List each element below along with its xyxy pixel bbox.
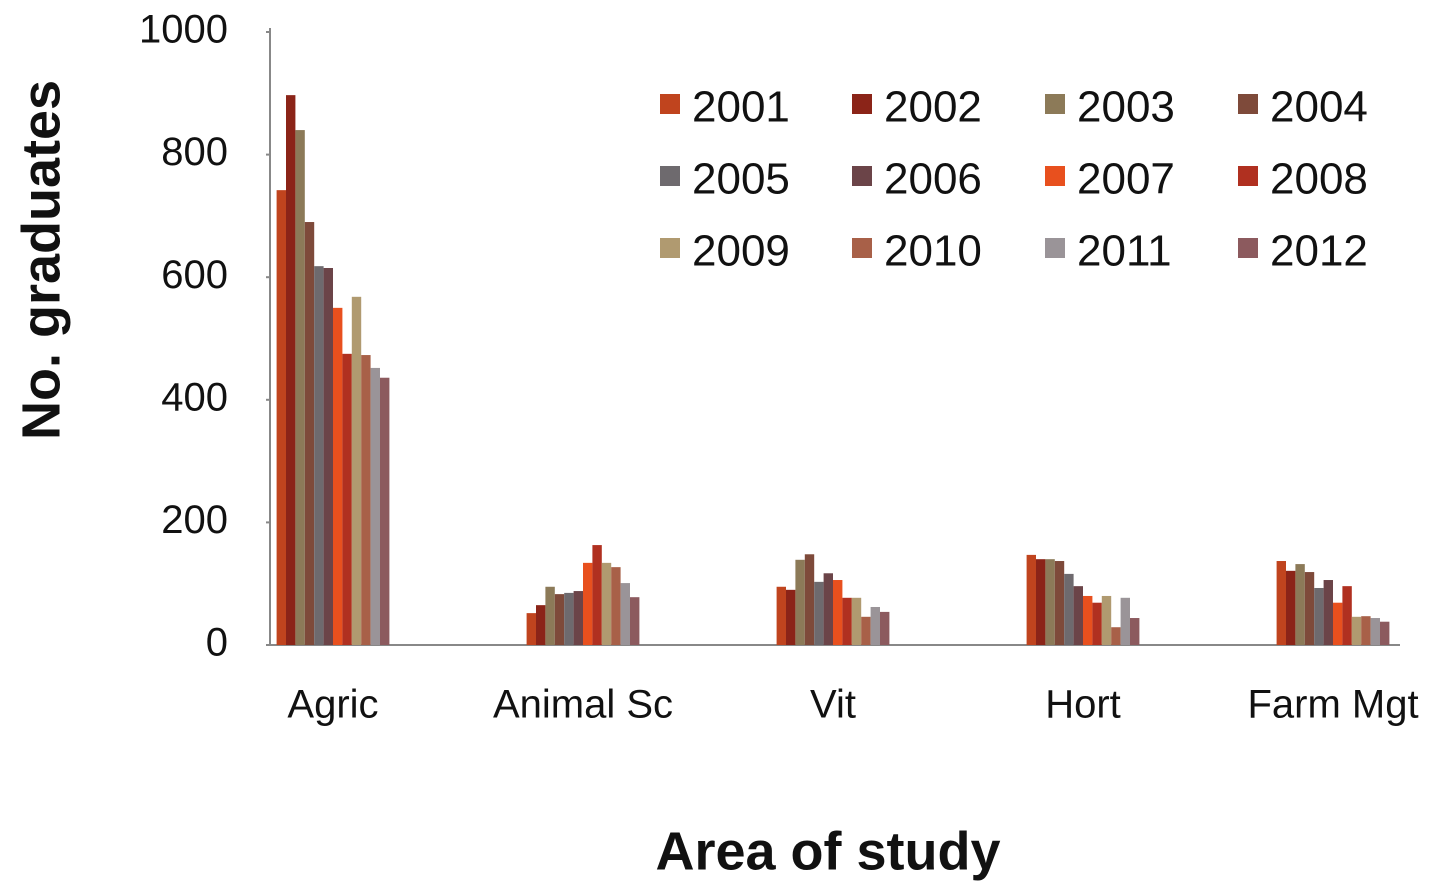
- bar: [795, 559, 805, 645]
- legend-label: 2006: [884, 155, 982, 204]
- bar: [851, 597, 862, 645]
- x-tick-label: Hort: [1045, 683, 1121, 727]
- bar: [1314, 587, 1324, 645]
- bar: [1380, 621, 1390, 645]
- y-tick-label: 400: [161, 375, 228, 419]
- legend-swatch: [1045, 166, 1065, 186]
- bar: [276, 190, 286, 646]
- bar: [1026, 554, 1036, 645]
- bar: [823, 573, 833, 645]
- bar: [804, 554, 815, 645]
- bar: [351, 296, 362, 645]
- bar: [314, 266, 324, 645]
- bar: [1083, 595, 1093, 645]
- bar: [286, 95, 296, 646]
- bar: [1092, 602, 1102, 645]
- bar: [342, 353, 352, 645]
- bar: [870, 606, 880, 645]
- bar: [573, 591, 583, 645]
- legend-label: 2003: [1077, 83, 1175, 132]
- legend-swatch: [1045, 94, 1065, 114]
- bar: [295, 130, 305, 645]
- bar: [545, 586, 555, 645]
- bar: [583, 562, 593, 645]
- x-tick-label: Farm Mgt: [1247, 683, 1418, 727]
- legend-swatch: [1238, 166, 1258, 186]
- legend-label: 2012: [1270, 227, 1368, 276]
- legend-swatch: [660, 94, 680, 114]
- bar: [361, 355, 371, 645]
- bar: [1036, 559, 1046, 645]
- bar: [536, 605, 546, 645]
- y-tick-label: 800: [161, 130, 228, 174]
- bar: [380, 377, 390, 645]
- legend-swatch: [660, 166, 680, 186]
- legend-swatch: [1238, 94, 1258, 114]
- bar: [1333, 602, 1343, 645]
- legend-swatch: [660, 238, 680, 258]
- y-tick-label: 200: [161, 498, 228, 542]
- bar: [1361, 616, 1371, 645]
- bar: [833, 580, 843, 645]
- legend-label: 2005: [692, 155, 790, 204]
- bar: [880, 611, 890, 645]
- bar: [1101, 595, 1112, 645]
- y-tick-label: 600: [161, 253, 228, 297]
- bar: [1370, 618, 1380, 645]
- bar: [1130, 618, 1140, 645]
- x-tick-label: Agric: [287, 683, 378, 727]
- bar: [814, 581, 824, 645]
- y-tick-label: 0: [206, 621, 228, 665]
- bar: [1111, 627, 1121, 645]
- bar: [1276, 561, 1286, 645]
- bar: [1342, 586, 1352, 645]
- bar: [304, 222, 315, 645]
- x-tick-label: Vit: [810, 683, 856, 727]
- x-axis-title: Area of study: [655, 821, 1000, 881]
- bar: [601, 562, 612, 645]
- bar: [370, 367, 380, 645]
- bar: [630, 597, 640, 645]
- bar: [861, 616, 871, 645]
- bar: [554, 594, 565, 645]
- bar: [786, 589, 796, 645]
- bar: [620, 583, 630, 645]
- bar: [611, 567, 621, 645]
- bar: [564, 592, 574, 645]
- legend-label: 2007: [1077, 155, 1175, 204]
- bar: [1295, 564, 1305, 645]
- legend-swatch: [1045, 238, 1065, 258]
- bar: [526, 613, 536, 645]
- bar: [842, 597, 852, 645]
- legend-label: 2001: [692, 83, 790, 132]
- x-tick-label: Animal Sc: [493, 683, 673, 727]
- bar: [1351, 616, 1362, 645]
- y-tick-label: 1000: [139, 8, 228, 52]
- y-axis-title: No. graduates: [11, 80, 71, 440]
- bar: [1120, 597, 1130, 645]
- legend-label: 2011: [1077, 227, 1172, 276]
- bar: [1064, 573, 1074, 645]
- bar: [1286, 570, 1296, 645]
- bar: [776, 586, 786, 645]
- bar: [323, 268, 333, 645]
- legend-swatch: [852, 166, 872, 186]
- bar: [1045, 559, 1055, 645]
- bar: [592, 545, 602, 645]
- legend-label: 2009: [692, 227, 790, 276]
- legend-label: 2010: [884, 227, 982, 276]
- bar: [1054, 561, 1065, 645]
- legend-label: 2008: [1270, 155, 1368, 204]
- legend-swatch: [852, 94, 872, 114]
- legend-swatch: [1238, 238, 1258, 258]
- bar: [1073, 586, 1083, 645]
- legend-swatch: [852, 238, 872, 258]
- legend-label: 2002: [884, 83, 982, 132]
- bar: [1323, 580, 1333, 645]
- legend-label: 2004: [1270, 83, 1368, 132]
- bar: [333, 307, 343, 645]
- bar: [1304, 572, 1315, 645]
